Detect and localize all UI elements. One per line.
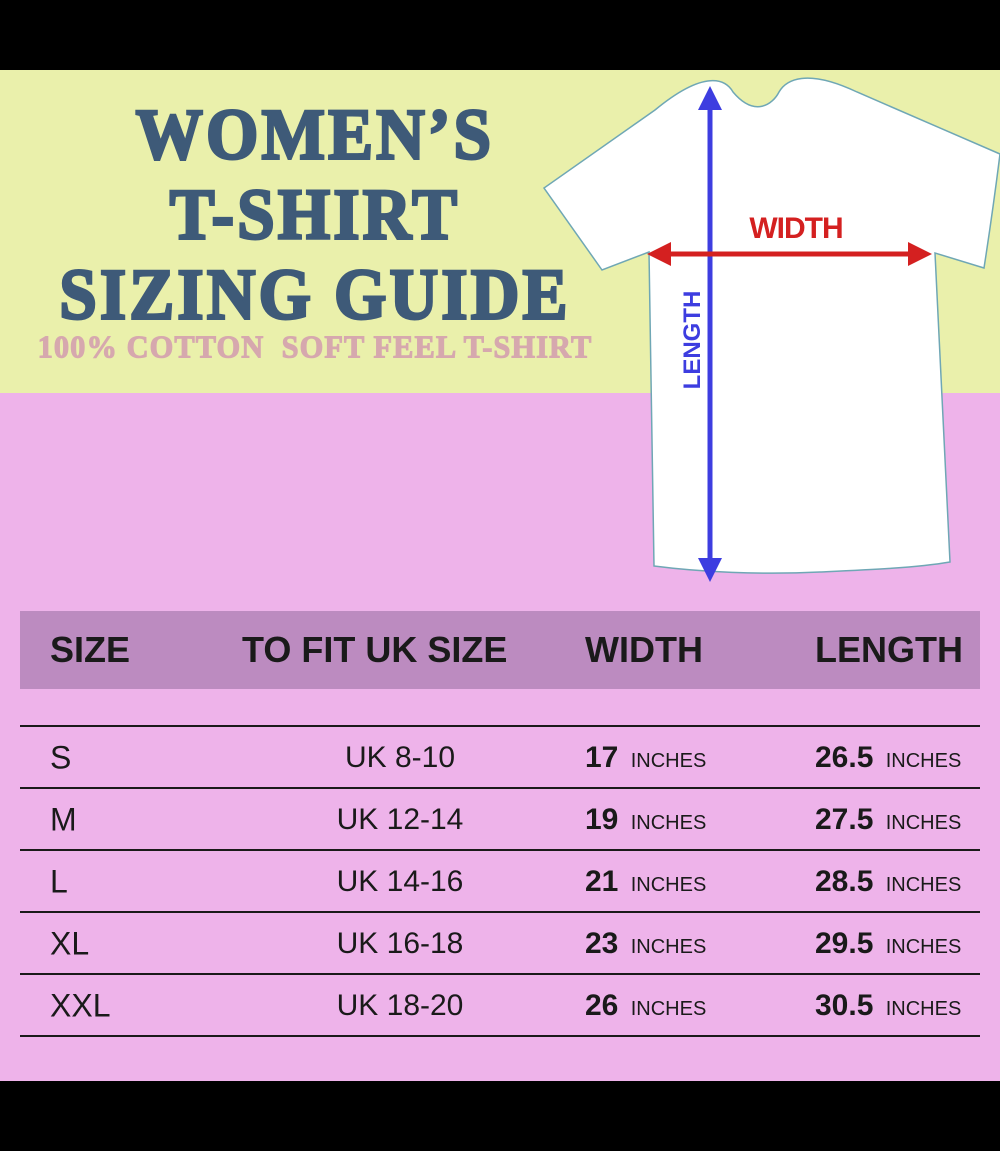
svg-text:WIDTH: WIDTH [749, 212, 842, 245]
svg-text:LENGTH: LENGTH [679, 291, 706, 390]
